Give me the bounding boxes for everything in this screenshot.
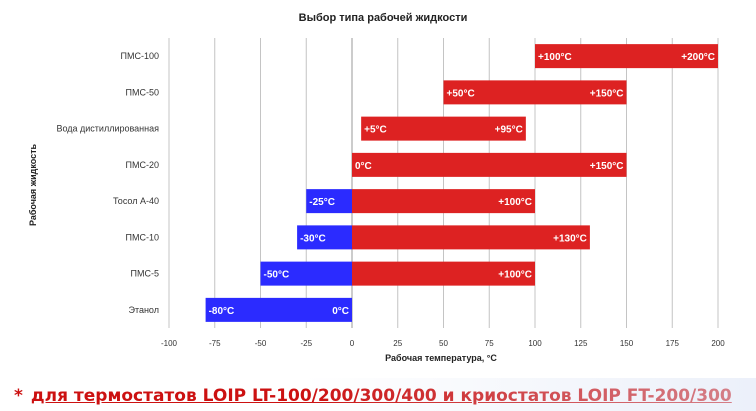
x-tick-label: 50 [439, 339, 448, 348]
category-label: Вода дистиллированная [56, 124, 159, 134]
x-tick-label: -25 [300, 339, 312, 348]
bar-end-label: 0°C [332, 306, 349, 317]
bar-start-label: -25°C [309, 197, 335, 208]
chart-title: Выбор типа рабочей жидкости [299, 12, 468, 24]
category-label: Этанол [128, 305, 159, 315]
range-bar [306, 189, 352, 214]
category-label: ПМС-50 [126, 87, 159, 97]
bar-end-label: +130°C [553, 233, 587, 244]
category-label: Тосол А-40 [113, 196, 159, 206]
category-label: ПМС-5 [131, 269, 159, 279]
bar-start-label: -30°C [300, 233, 326, 244]
category-label: ПМС-10 [126, 232, 159, 242]
range-bar [352, 189, 535, 214]
x-tick-label: -50 [255, 339, 267, 348]
range-bar [361, 116, 526, 141]
bar-end-label: +150°C [590, 88, 624, 99]
category-labels: ПМС-100 ПМС-50 Вода дистиллированная ПМС-20… [56, 51, 159, 315]
bar-start-label: +100°C [538, 52, 572, 63]
x-tick-label: 175 [666, 339, 680, 348]
footnote: * для термостатов LOIP LT-100/200/300/400… [14, 386, 732, 406]
x-tick-label: 100 [528, 339, 542, 348]
bar-end-label: +200°C [681, 52, 715, 63]
x-tick-label: 200 [711, 339, 725, 348]
bar-end-label: +100°C [498, 270, 532, 281]
range-bar [352, 152, 627, 177]
x-tick-label: 125 [574, 339, 588, 348]
range-bar [205, 297, 352, 322]
bar-start-label: -50°C [264, 270, 290, 281]
bar-start-label: +5°C [364, 125, 387, 136]
range-bar [297, 225, 352, 250]
y-axis-label: Рабочая жидкость [28, 144, 38, 227]
bar-end-label: +150°C [590, 161, 624, 172]
range-bar [352, 225, 590, 250]
x-tick-label: 150 [620, 339, 634, 348]
range-bar [443, 80, 627, 105]
x-axis-label: Рабочая температура, °С [385, 353, 497, 363]
footnote-text: для термостатов LOIP LT-100/200/300/400 … [30, 386, 732, 406]
bar-end-label: +100°C [498, 197, 532, 208]
range-bar [352, 261, 535, 286]
x-tick-label: 25 [393, 339, 402, 348]
range-bar [260, 261, 352, 286]
x-tick-label: 0 [350, 339, 355, 348]
bar-start-label: -80°C [209, 306, 235, 317]
footnote-star: * [14, 386, 23, 406]
bar-labels: -25°C -30°C -50°C -80°C 0°C +100°C +200°C +50°C… [209, 52, 715, 317]
x-tick-labels: -100 -75 -50 -25 0 25 50 75 100 125 150 175 200 [161, 339, 725, 348]
category-label: ПМС-20 [126, 160, 159, 170]
x-tick-label: 75 [485, 339, 494, 348]
x-tick-label: -100 [161, 339, 178, 348]
bar-start-label: 0°C [355, 161, 372, 172]
bars [205, 44, 718, 322]
x-tick-label: -75 [209, 339, 221, 348]
category-label: ПМС-100 [121, 51, 159, 61]
bar-start-label: +50°C [447, 88, 475, 99]
bar-end-label: +95°C [495, 125, 523, 136]
range-bar [535, 44, 718, 69]
